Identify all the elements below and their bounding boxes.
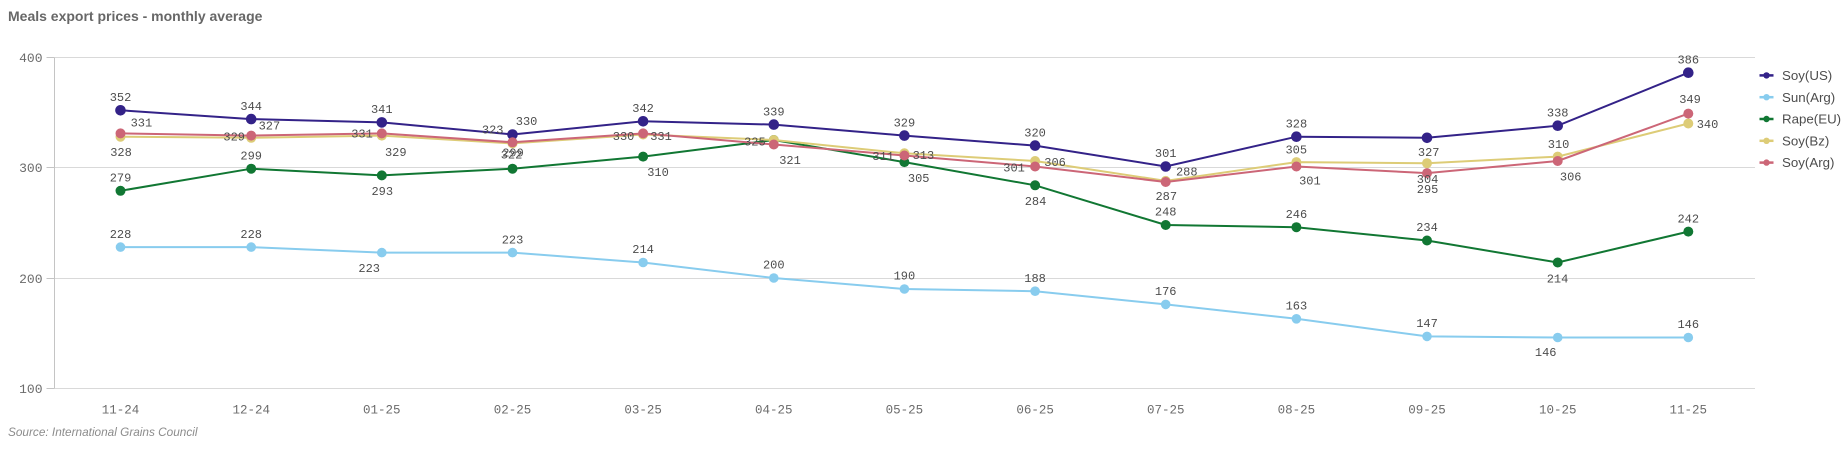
- svg-text:313: 313: [913, 149, 935, 163]
- svg-text:344: 344: [240, 100, 262, 114]
- svg-text:06-25: 06-25: [1016, 404, 1054, 418]
- svg-text:200: 200: [763, 259, 785, 273]
- svg-text:287: 287: [1155, 190, 1177, 204]
- svg-text:305: 305: [1285, 143, 1307, 157]
- svg-text:329: 329: [894, 116, 916, 130]
- svg-text:07-25: 07-25: [1147, 404, 1185, 418]
- svg-text:09-25: 09-25: [1408, 404, 1446, 418]
- svg-text:295: 295: [1417, 183, 1439, 197]
- svg-text:05-25: 05-25: [886, 404, 924, 418]
- svg-text:342: 342: [632, 102, 654, 116]
- svg-text:320: 320: [1024, 126, 1046, 140]
- svg-text:04-25: 04-25: [755, 404, 793, 418]
- svg-text:10-25: 10-25: [1539, 404, 1577, 418]
- svg-text:Soy(US): Soy(US): [1782, 68, 1832, 83]
- svg-text:228: 228: [240, 228, 262, 242]
- svg-text:Sun(Arg): Sun(Arg): [1782, 90, 1835, 105]
- svg-text:301: 301: [1003, 162, 1025, 176]
- svg-text:242: 242: [1677, 212, 1699, 226]
- svg-text:163: 163: [1286, 300, 1308, 314]
- svg-text:246: 246: [1286, 208, 1308, 222]
- svg-text:311: 311: [872, 150, 894, 164]
- svg-text:08-25: 08-25: [1278, 404, 1316, 418]
- svg-text:248: 248: [1155, 206, 1177, 220]
- svg-text:400: 400: [19, 51, 42, 66]
- svg-text:341: 341: [371, 103, 393, 117]
- svg-text:321: 321: [779, 154, 801, 168]
- svg-text:306: 306: [1560, 171, 1582, 185]
- svg-text:310: 310: [1548, 138, 1570, 152]
- svg-text:327: 327: [1418, 146, 1440, 160]
- svg-text:Rape(EU): Rape(EU): [1782, 112, 1841, 127]
- svg-text:306: 306: [1044, 156, 1066, 170]
- svg-text:223: 223: [502, 233, 524, 247]
- svg-text:386: 386: [1677, 53, 1699, 67]
- svg-text:12-24: 12-24: [232, 404, 270, 418]
- svg-text:310: 310: [647, 166, 669, 180]
- svg-text:11-25: 11-25: [1670, 404, 1708, 418]
- svg-text:284: 284: [1025, 195, 1047, 209]
- svg-text:305: 305: [908, 172, 930, 186]
- svg-text:328: 328: [1286, 117, 1308, 131]
- svg-text:100: 100: [19, 382, 42, 397]
- svg-text:299: 299: [502, 147, 524, 161]
- svg-text:300: 300: [19, 161, 42, 176]
- svg-text:01-25: 01-25: [363, 404, 401, 418]
- svg-text:214: 214: [632, 243, 654, 257]
- svg-text:228: 228: [110, 228, 132, 242]
- svg-text:304: 304: [1417, 173, 1439, 187]
- svg-text:03-25: 03-25: [624, 404, 662, 418]
- svg-text:Source: International Grains C: Source: International Grains Council: [8, 425, 198, 439]
- svg-text:325: 325: [744, 136, 766, 150]
- svg-text:Soy(Bz): Soy(Bz): [1782, 133, 1829, 148]
- svg-text:301: 301: [1299, 175, 1321, 189]
- svg-text:329: 329: [223, 130, 245, 144]
- svg-text:288: 288: [1176, 165, 1198, 179]
- svg-text:329: 329: [385, 146, 407, 160]
- svg-text:214: 214: [1547, 273, 1569, 287]
- svg-text:331: 331: [351, 127, 373, 141]
- svg-text:147: 147: [1416, 317, 1438, 331]
- svg-text:340: 340: [1697, 118, 1719, 132]
- svg-text:299: 299: [240, 149, 262, 163]
- svg-text:02-25: 02-25: [494, 404, 532, 418]
- svg-text:176: 176: [1155, 285, 1177, 299]
- svg-text:234: 234: [1416, 221, 1438, 235]
- svg-text:146: 146: [1535, 346, 1557, 360]
- svg-text:330: 330: [516, 115, 538, 129]
- svg-text:338: 338: [1547, 106, 1569, 120]
- svg-text:11-24: 11-24: [102, 404, 140, 418]
- svg-text:323: 323: [482, 124, 504, 138]
- svg-text:328: 328: [110, 146, 132, 160]
- svg-text:223: 223: [358, 262, 380, 276]
- svg-text:200: 200: [19, 272, 42, 287]
- svg-text:339: 339: [763, 105, 785, 119]
- svg-text:293: 293: [371, 185, 393, 199]
- svg-text:331: 331: [131, 117, 153, 131]
- svg-text:279: 279: [110, 172, 132, 186]
- svg-text:188: 188: [1024, 272, 1046, 286]
- svg-text:327: 327: [259, 120, 281, 134]
- svg-text:352: 352: [110, 91, 132, 105]
- svg-text:322: 322: [501, 148, 523, 162]
- svg-text:330: 330: [613, 130, 635, 144]
- svg-text:349: 349: [1679, 93, 1701, 107]
- svg-text:Meals export prices - monthly: Meals export prices - monthly average: [8, 8, 263, 24]
- svg-text:190: 190: [894, 270, 916, 284]
- svg-text:146: 146: [1677, 318, 1699, 332]
- svg-text:Soy(Arg): Soy(Arg): [1782, 155, 1834, 170]
- svg-text:331: 331: [650, 130, 672, 144]
- svg-text:301: 301: [1155, 147, 1177, 161]
